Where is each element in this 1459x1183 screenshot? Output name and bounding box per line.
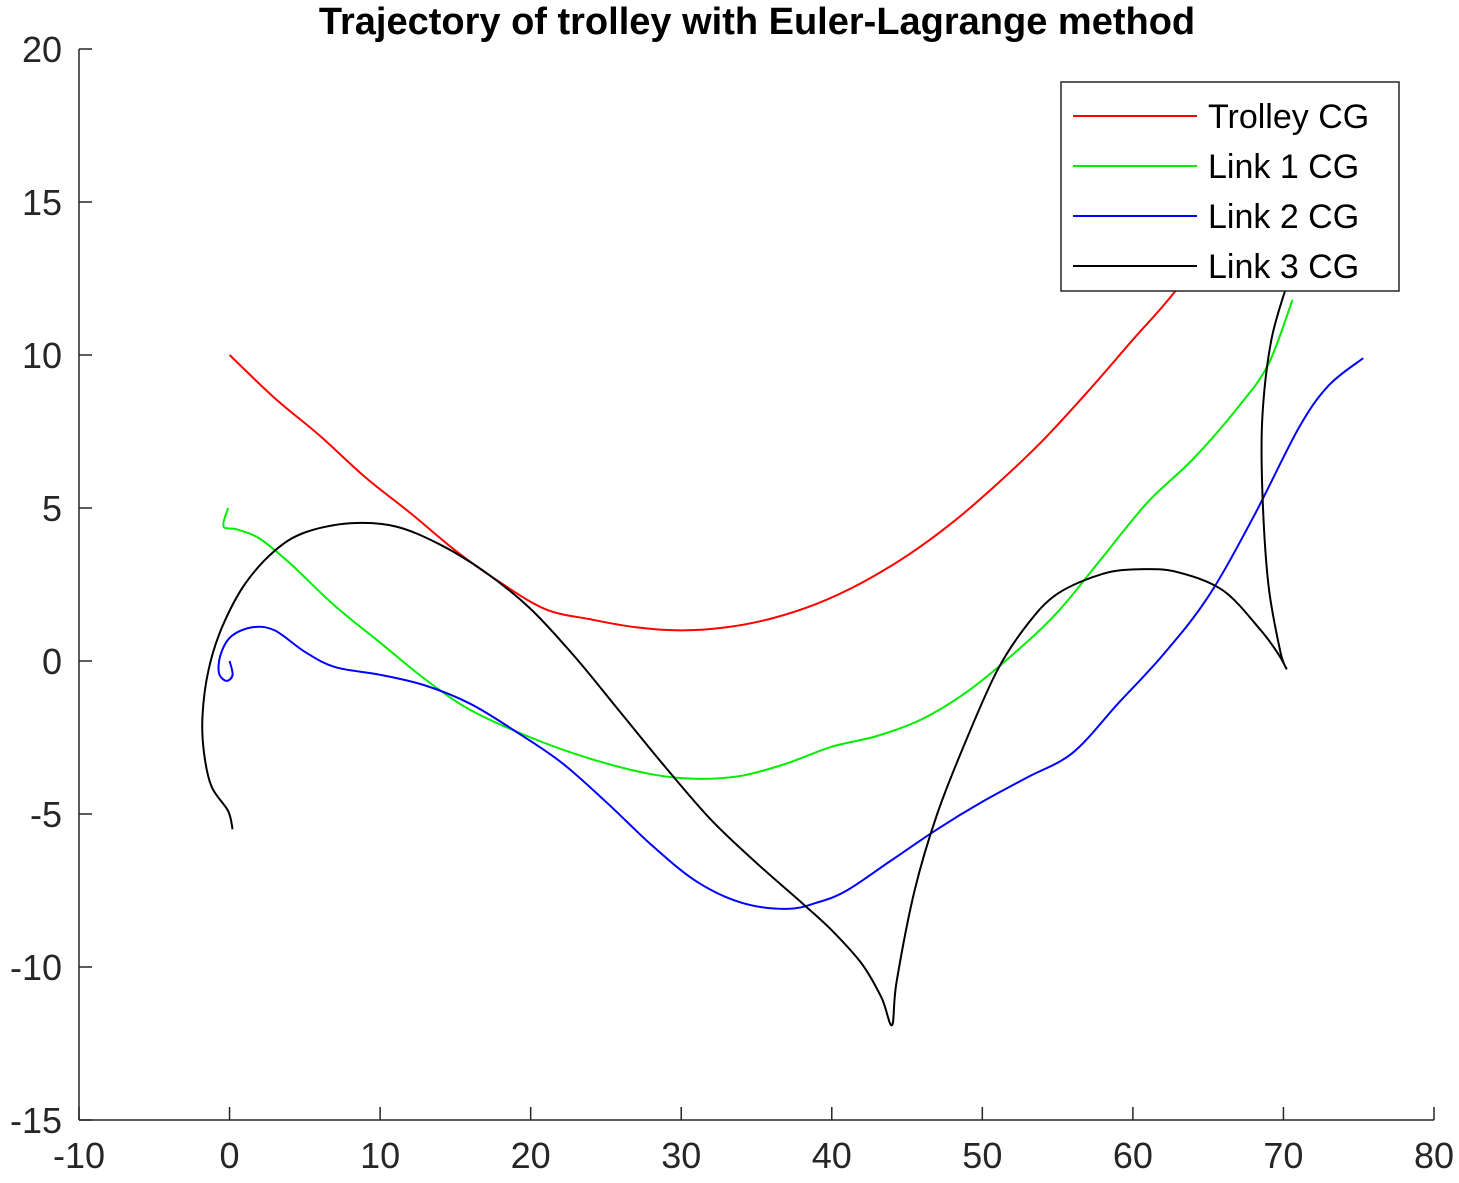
x-tick-label: 70 bbox=[1263, 1135, 1303, 1176]
series-line-link-2-cg bbox=[217, 357, 1364, 910]
y-tick-label: 0 bbox=[42, 641, 62, 682]
legend-label-link-2-cg: Link 2 CG bbox=[1208, 198, 1359, 236]
y-tick-label: -15 bbox=[10, 1100, 62, 1141]
y-tick-label: 10 bbox=[22, 335, 62, 376]
y-tick-label: -10 bbox=[10, 947, 62, 988]
legend-label-link-3-cg: Link 3 CG bbox=[1208, 248, 1359, 286]
legend-label-trolley-cg: Trolley CG bbox=[1208, 98, 1369, 136]
x-tick-label: 20 bbox=[511, 1135, 551, 1176]
x-tick-label: -10 bbox=[53, 1135, 105, 1176]
legend: Trolley CG Link 1 CG Link 2 CG Link 3 CG bbox=[1060, 81, 1400, 292]
x-tick-label: 60 bbox=[1113, 1135, 1153, 1176]
y-tick-label: 20 bbox=[22, 29, 62, 70]
x-tick-label: 0 bbox=[220, 1135, 240, 1176]
y-tick-label: -5 bbox=[30, 794, 62, 835]
series-line-trolley-cg bbox=[228, 250, 1209, 632]
x-tick-label: 30 bbox=[661, 1135, 701, 1176]
series-line-link-3-cg bbox=[201, 281, 1289, 1027]
x-tick-label: 10 bbox=[360, 1135, 400, 1176]
plot-lines bbox=[201, 250, 1364, 1027]
chart-title: Trajectory of trolley with Euler-Lagrang… bbox=[319, 1, 1195, 43]
y-tick-label: 15 bbox=[22, 182, 62, 223]
legend-label-link-1-cg: Link 1 CG bbox=[1208, 148, 1359, 186]
series-line-link-1-cg bbox=[222, 299, 1294, 780]
x-tick-label: 40 bbox=[812, 1135, 852, 1176]
x-tick-label: 50 bbox=[962, 1135, 1002, 1176]
y-tick-label: 5 bbox=[42, 488, 62, 529]
x-tick-label: 80 bbox=[1414, 1135, 1454, 1176]
